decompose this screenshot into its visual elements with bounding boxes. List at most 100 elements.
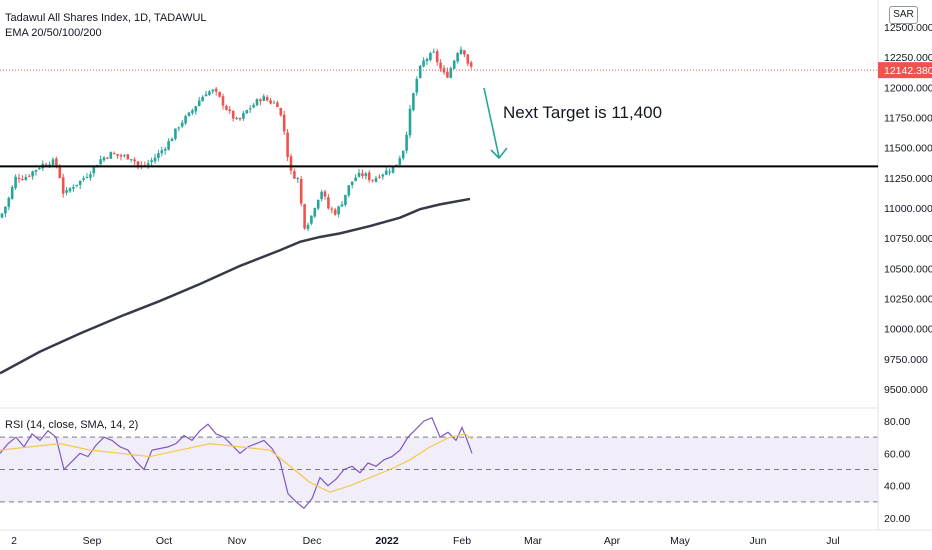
time-tick-label: Apr [604,535,621,547]
candle-body [367,172,371,181]
candle-body [432,51,436,53]
rsi-layer [0,416,473,510]
grid-layer [0,0,932,531]
candle-layer [0,46,473,232]
candle-body [58,167,62,178]
candle-body [191,110,194,114]
candle-body [395,164,398,166]
time-tick-label: May [670,535,691,547]
candle-body [262,96,266,101]
candle-body [381,174,385,177]
candle-body [68,188,72,192]
target-arrowhead [490,147,508,160]
candle-body [415,78,419,93]
candle-body [282,114,286,132]
candle-body [4,206,7,214]
candle-body [449,68,453,78]
candle-body [160,150,164,154]
candle-body [129,159,133,161]
candle-body [116,154,119,156]
candle-body [452,60,456,69]
candle-body [425,58,429,62]
candle-body [204,94,208,97]
candle-body [126,154,130,160]
candle-body [65,190,68,193]
time-tick-label: Dec [303,535,322,547]
price-tick-label: 12250.000 [884,52,932,64]
price-tick-label: 11750.000 [884,113,932,125]
candle-body [55,158,58,167]
candle-body [245,110,249,114]
candle-body [459,49,463,55]
currency-badge[interactable]: SAR [889,6,918,24]
price-tick-label: 12500.000 [884,22,932,34]
candle-body [303,204,306,229]
candle-body [136,161,140,166]
candle-body [361,173,364,176]
candle-body [388,171,391,173]
candle-body [344,194,347,205]
candle-body [106,157,109,159]
candle-body [286,132,289,157]
candle-body [17,177,21,180]
price-tick-label: 9500.000 [884,384,928,396]
candle-body [463,50,466,55]
price-tick-label: 12000.000 [884,82,932,94]
candle-body [167,141,170,150]
candle-body [48,164,51,166]
candle-body [357,172,361,177]
candle-body [323,191,327,197]
candle-body [123,155,126,157]
overlay-layer: Next Target is 11,400 [0,69,878,168]
candle-body [466,54,470,64]
candle-body [146,163,150,166]
candle-body [306,224,310,230]
candle-body [374,177,378,182]
candle-body [44,164,48,166]
candle-body [289,156,293,171]
candle-body [231,110,235,119]
candle-body [72,187,75,189]
ema-200-line [0,197,471,375]
candle-body [391,165,395,173]
candle-body [371,179,374,181]
candle-body [354,177,357,182]
candle-body [24,177,28,180]
candle-body [163,148,167,151]
candle-body [92,166,96,174]
candle-body [174,128,177,139]
candle-body [0,213,4,218]
candle-body [208,91,211,95]
candle-body [333,209,337,215]
candle-body [218,91,221,97]
price-tick-label: 10500.000 [884,263,932,275]
price-tick-label: 10250.000 [884,294,932,306]
candle-body [201,96,204,102]
candle-body [378,176,381,178]
candle-body [89,174,92,178]
candle-body [340,204,344,207]
candle-body [214,88,218,92]
candle-body [347,185,351,196]
candle-body [187,112,191,116]
candle-body [422,60,425,67]
candle-body [398,158,402,165]
rsi-line [0,416,473,510]
candle-body [170,138,174,142]
candle-body [27,175,31,177]
candle-body [157,153,160,158]
time-tick-label: Sep [83,535,102,547]
candle-body [384,170,388,175]
candle-body [221,96,225,106]
price-tick-label: 11250.000 [884,173,932,185]
candle-body [133,159,136,162]
candle-body [293,171,296,179]
candle-body [51,159,55,165]
price-tick-label: 10750.000 [884,233,932,245]
candle-body [337,206,340,215]
candle-body [153,157,157,162]
candle-body [82,178,85,180]
candle-body [310,215,313,224]
last-price-box [878,62,932,79]
